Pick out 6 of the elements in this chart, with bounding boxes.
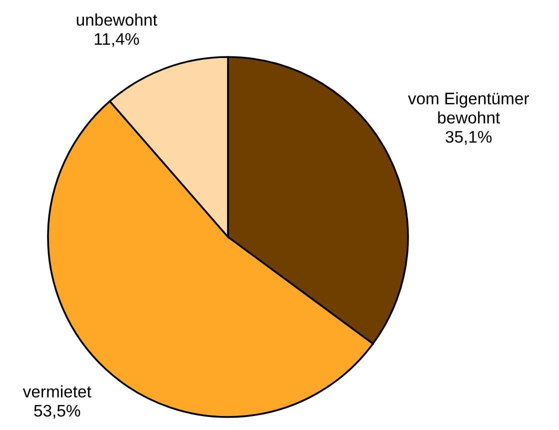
- slice-label: unbewohnt: [76, 13, 158, 26]
- slice-label: vermietet: [22, 385, 92, 398]
- data-label: 35,1%: [446, 130, 492, 145]
- data-label: 53,5%: [34, 404, 80, 419]
- slice-label: vom Eigentümer bewohnt: [408, 92, 529, 124]
- data-label: 11,4%: [94, 33, 139, 47]
